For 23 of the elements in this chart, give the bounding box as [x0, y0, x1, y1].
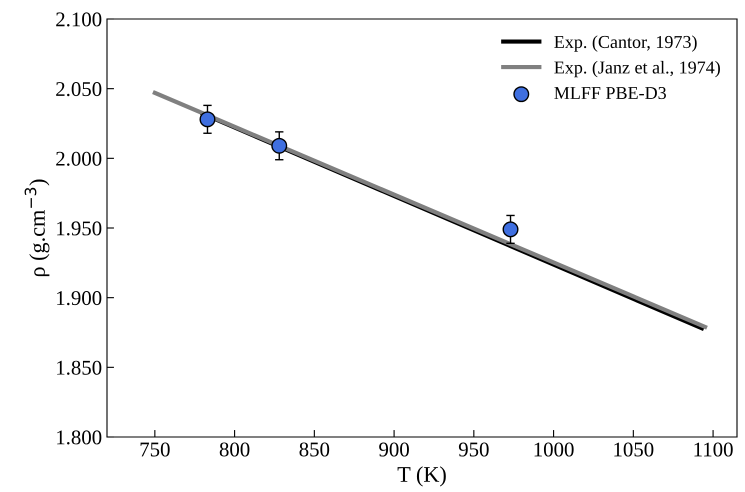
- y-tick-label: 2.100: [56, 12, 102, 27]
- y-tick-label: 1.800: [57, 430, 102, 445]
- y-tick-label: 2.000: [56, 152, 102, 166]
- x-tick-label: 950: [458, 442, 489, 457]
- y-tick-label: 1.900: [57, 291, 102, 306]
- legend-label: Exp. (Cantor, 1973): [554, 35, 697, 52]
- x-tick-label: 850: [300, 442, 330, 457]
- point: [502, 221, 518, 238]
- x-tick-label: 800: [220, 442, 250, 457]
- x-tick-label: 900: [379, 442, 409, 457]
- legend-label: MLFF PBE-D3: [554, 86, 666, 100]
- y-tick-label: 2.050: [56, 82, 102, 96]
- point: [271, 138, 288, 154]
- x-tick-label: 1050: [614, 442, 654, 457]
- y-tick-label: 1.950: [57, 221, 102, 236]
- y-tick-label: 1.850: [57, 360, 102, 375]
- x-tick-label: 1100: [694, 442, 733, 457]
- x-tick-label: 750: [140, 442, 170, 457]
- point: [200, 111, 216, 128]
- legend-label: Exp. (Janz et al., 1974): [554, 60, 720, 78]
- x-axis-title: T (K): [398, 466, 446, 486]
- y-axis-title: ρ (g.cm$^{−3}$): [24, 180, 50, 276]
- x-tick-label: 1000: [534, 442, 574, 457]
